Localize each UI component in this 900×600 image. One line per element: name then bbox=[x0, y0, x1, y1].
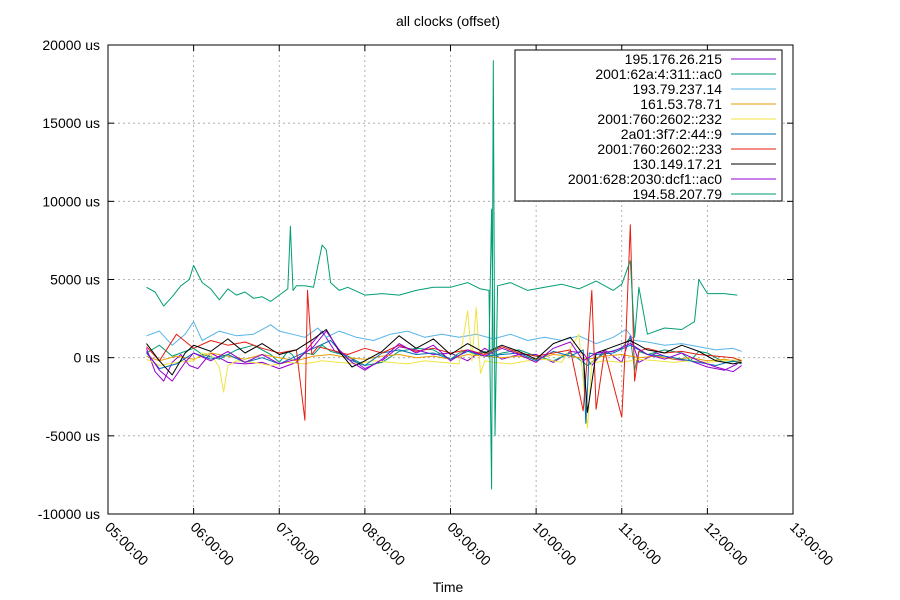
series-line-9 bbox=[146, 330, 742, 382]
legend-label: 2001:760:2602::232 bbox=[597, 111, 722, 127]
legend-label: 2001:628:2030:dcf1::ac0 bbox=[568, 171, 722, 187]
x-axis-label: Time bbox=[433, 579, 464, 595]
series-line-5 bbox=[146, 307, 742, 429]
y-tick-label: -5000 us bbox=[46, 428, 100, 444]
legend-label: 130.149.17.21 bbox=[632, 156, 722, 172]
series-line-1 bbox=[146, 330, 738, 382]
legend-box bbox=[514, 49, 783, 202]
y-tick-label: 5000 us bbox=[50, 272, 100, 288]
series-line-3 bbox=[146, 321, 742, 352]
series-line-10 bbox=[146, 60, 738, 490]
series-line-7 bbox=[146, 224, 742, 421]
legend-label: 195.176.26.215 bbox=[625, 51, 723, 67]
series-line-4 bbox=[146, 352, 742, 363]
series-line-8 bbox=[146, 329, 742, 413]
y-tick-label: 10000 us bbox=[42, 193, 100, 209]
y-tick-label: 0 us bbox=[74, 350, 100, 366]
series-lines bbox=[146, 60, 742, 490]
chart-title: all clocks (offset) bbox=[396, 13, 500, 29]
y-tick-label: 15000 us bbox=[42, 115, 100, 131]
y-axis-ticks: -10000 us -5000 us 0 us 5000 us 10000 us 1500… bbox=[38, 37, 793, 522]
y-tick-label: 20000 us bbox=[42, 37, 100, 53]
y-tick-label: -10000 us bbox=[38, 506, 100, 522]
legend-label: 2001:62a:4:311::ac0 bbox=[595, 66, 722, 82]
legend: 195.176.26.2152001:62a:4:311::ac0193.79.… bbox=[514, 49, 783, 202]
legend-label: 2001:760:2602::233 bbox=[597, 141, 722, 157]
legend-label: 2a01:3f7:2:44::9 bbox=[621, 126, 722, 142]
series-line-2 bbox=[146, 208, 742, 371]
legend-label: 194.58.207.79 bbox=[632, 186, 722, 202]
legend-label: 161.53.78.71 bbox=[640, 96, 722, 112]
legend-label: 193.79.237.14 bbox=[632, 81, 722, 97]
